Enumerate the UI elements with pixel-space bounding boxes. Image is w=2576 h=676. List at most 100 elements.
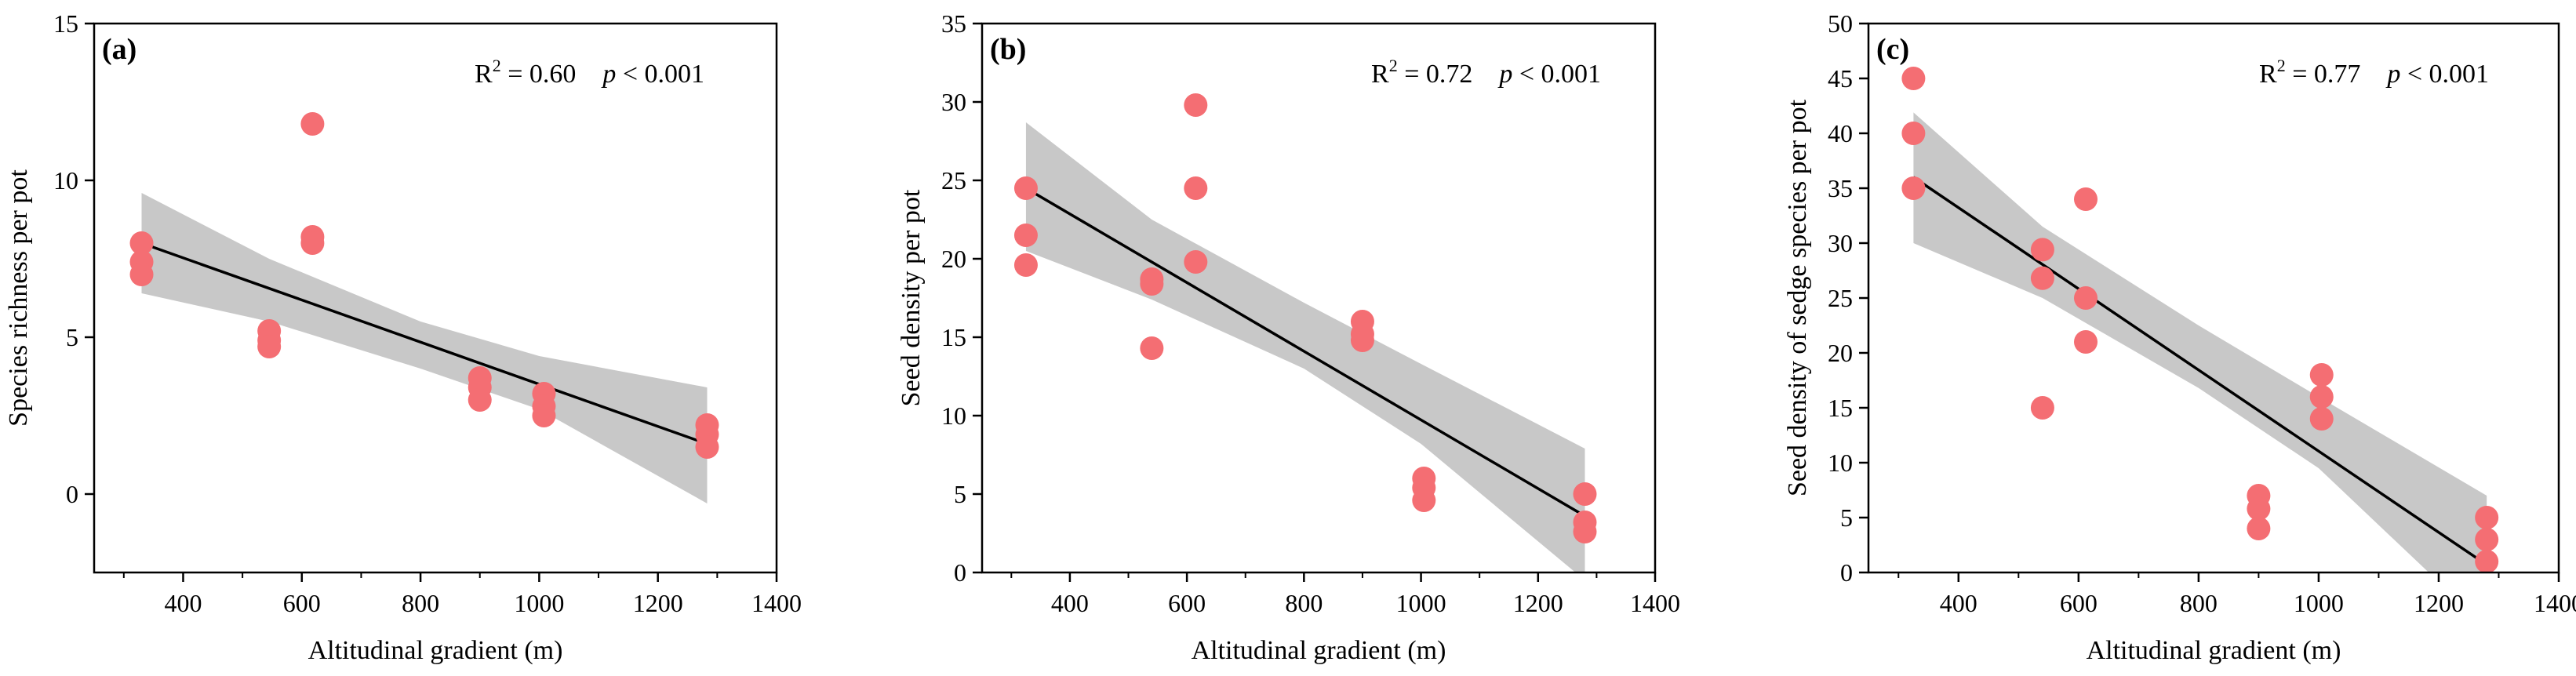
p-symbol: p [1497,60,1512,89]
data-point [257,335,282,358]
r2-value: = 0.60 [501,60,603,89]
data-point [1573,482,1597,506]
y-axis-label: Species richness per pot [4,169,33,427]
r2-value: = 0.77 [2286,60,2388,89]
y-axis-label: Seed density of sedge species per pot [1783,99,1812,496]
y-tick-label: 15 [941,323,966,351]
x-tick-label: 1400 [2534,589,2576,617]
y-tick-label: 25 [941,166,966,194]
y-tick-label: 25 [1828,284,1853,312]
data-point [1140,336,1164,360]
x-axis-label: Altitudinal gradient (m) [2087,636,2341,665]
data-point [1184,93,1208,117]
p-symbol: p [2385,60,2400,89]
x-tick-label: 600 [2060,589,2098,617]
stats-annotation: R2 = 0.77 p < 0.001 [2259,56,2489,89]
x-tick-label: 400 [1051,589,1089,617]
data-point [1412,489,1436,512]
data-point [2247,496,2271,521]
data-point [1350,329,1374,352]
x-axis-label: Altitudinal gradient (m) [308,636,563,665]
data-point [2074,330,2098,354]
p-value: < 0.001 [1512,60,1601,89]
x-tick-label: 800 [2180,589,2218,617]
y-tick-label: 15 [1828,394,1853,422]
y-axis-label: Seed density per pot [897,189,926,406]
data-point [2475,528,2499,551]
x-tick-label: 1200 [1513,589,1563,617]
plot-frame [93,22,778,574]
data-point [1013,253,1038,277]
panel-b: 400 600 800 1000 1200 1400 0 5 10 15 20 25 30 35 Altit… [897,9,1680,665]
p-symbol: p [601,60,616,89]
data-point [2030,396,2054,420]
x-tick-label: 1400 [1630,589,1680,617]
data-point [129,263,154,286]
x-tick-label: 800 [1285,589,1323,617]
y-tick-label: 35 [941,9,966,38]
data-point [2030,266,2054,290]
data-point [1901,176,1926,200]
x-tick-label: 400 [164,589,202,617]
x-tick-label: 400 [1940,589,1977,617]
data-point [300,112,325,136]
data-point [1901,67,1926,90]
regression-line [1025,187,1586,518]
data-point [2309,363,2334,387]
r2-superscript: 2 [2277,56,2286,75]
panel-label: (a) [102,33,136,66]
data-point [1013,176,1038,200]
data-point [2074,187,2098,211]
data-point [532,404,556,427]
y-tick-label: 40 [1828,119,1853,147]
data-point [129,231,154,255]
r2-symbol: R [1371,60,1389,89]
data-point [1140,272,1164,296]
data-point [2309,407,2334,431]
data-point [2247,517,2271,540]
data-point [695,435,719,459]
panel-c: 400 600 800 1000 1200 1400 0 5 10 15 20 25 30 35 40 45 5… [1783,9,2576,665]
data-point [2475,550,2499,573]
data-point [1013,224,1038,247]
data-point [2074,286,2098,310]
x-tick-label: 800 [402,589,439,617]
r2-symbol: R [2259,60,2277,89]
panel-a: 400 600 800 1000 1200 1400 0 5 10 15 Altitudinal g… [4,9,802,665]
y-tick-label: 50 [1828,9,1853,38]
stats-annotation: R2 = 0.72 p < 0.001 [1371,56,1601,89]
y-tick-label: 30 [941,88,966,116]
data-point [2475,506,2499,529]
x-tick-label: 1000 [2294,589,2344,617]
y-tick-label: 35 [1828,174,1853,202]
x-tick-label: 1200 [633,589,683,617]
y-tick-label: 5 [954,480,966,508]
r2-symbol: R [475,60,493,89]
x-tick-label: 1000 [1396,589,1446,617]
x-tick-label: 600 [1168,589,1206,617]
y-tick-label: 20 [1828,339,1853,367]
panel-label: (b) [990,33,1026,66]
y-tick-label: 5 [66,323,78,351]
data-point [2030,238,2054,262]
y-tick-label: 10 [53,166,78,194]
x-tick-label: 1400 [751,589,802,617]
data-point [2309,385,2334,409]
r2-value: = 0.72 [1398,60,1500,89]
panel-label: (c) [1876,33,1909,66]
data-point [300,231,325,255]
confidence-band [1913,112,2487,572]
r2-superscript: 2 [493,56,501,75]
data-point [1184,250,1208,274]
data-point [1184,176,1208,200]
p-value: < 0.001 [2400,60,2489,89]
y-tick-label: 20 [941,245,966,273]
y-tick-label: 15 [53,9,78,38]
x-tick-label: 1000 [514,589,564,617]
y-tick-label: 0 [66,480,78,508]
y-tick-label: 10 [1828,449,1853,477]
data-point [468,388,492,412]
r2-superscript: 2 [1389,56,1398,75]
y-tick-label: 0 [1840,558,1853,587]
